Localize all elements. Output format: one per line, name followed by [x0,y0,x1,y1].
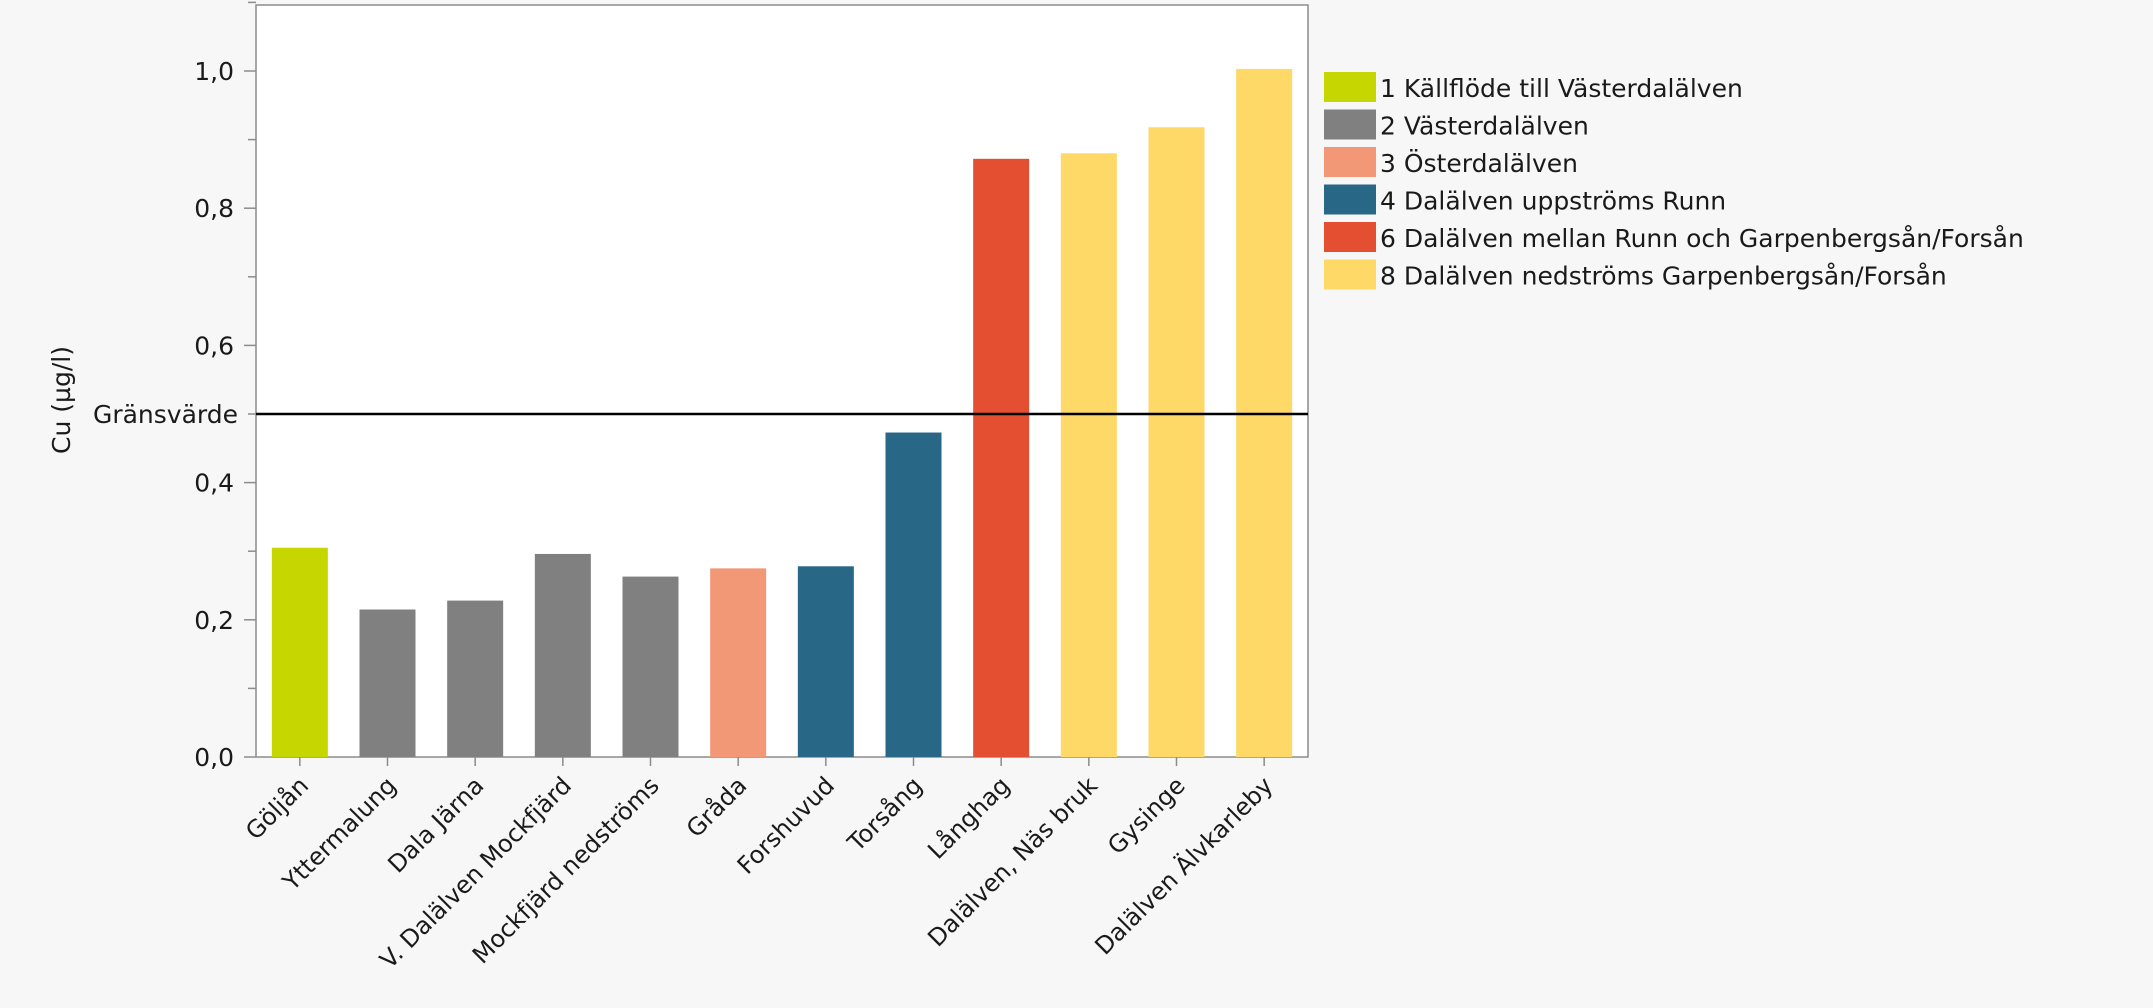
legend-swatch [1324,222,1376,252]
x-tick-label: Långhag [922,771,1016,865]
y-tick-label: 0,6 [194,331,234,360]
bar [271,547,328,757]
y-tick-label: 1,0 [194,57,234,86]
legend-label: 8 Dalälven nedströms Garpenbergsån/Forså… [1380,262,1947,291]
bar [973,158,1030,758]
bar [534,553,591,757]
y-tick-label: 0,8 [194,194,234,223]
bar [359,609,416,757]
legend-label: 1 Källflöde till Västerdalälven [1380,74,1743,103]
bar [1148,127,1205,757]
bar [797,566,854,757]
x-tick-label: Dalälven Älvkarleby [1089,771,1279,961]
x-tick-label: Torsång [841,771,928,858]
legend-swatch [1324,184,1376,215]
bar [1060,153,1117,757]
x-tick-label: Gråda [680,771,752,843]
legend-label: 2 Västerdalälven [1380,112,1589,141]
y-tick-label: 0,4 [194,469,234,498]
legend-label: 3 Österdalälven [1380,149,1578,178]
y-axis-title: Cu (µg/l) [47,346,76,454]
legend: 1 Källflöde till Västerdalälven 2 Västerd… [1324,72,2024,291]
bar [447,600,504,757]
reference-line-label: Gränsvärde [93,400,238,429]
legend-label: 4 Dalälven uppströms Runn [1380,187,1726,216]
bars [271,68,1293,758]
legend-swatch [1324,72,1376,102]
bar [622,576,679,757]
legend-swatch [1324,147,1376,177]
legend-swatch [1324,109,1376,140]
x-tick-label: Dalälven, Näs bruk [922,771,1103,952]
plot-area [255,4,1309,758]
bar [710,568,767,757]
x-tick-label: Göljån [239,771,314,846]
y-tick-label: 0,2 [194,606,234,635]
y-axis: 0,0 0,2 0,4 0,6 0,8 1,0 [194,1,256,772]
x-tick-label: Gysinge [1102,771,1191,860]
bar [885,432,942,757]
legend-swatch [1324,259,1376,290]
y-tick-label: 0,0 [194,743,234,772]
legend-label: 6 Dalälven mellan Runn och Garpenbergsån… [1380,224,2024,253]
